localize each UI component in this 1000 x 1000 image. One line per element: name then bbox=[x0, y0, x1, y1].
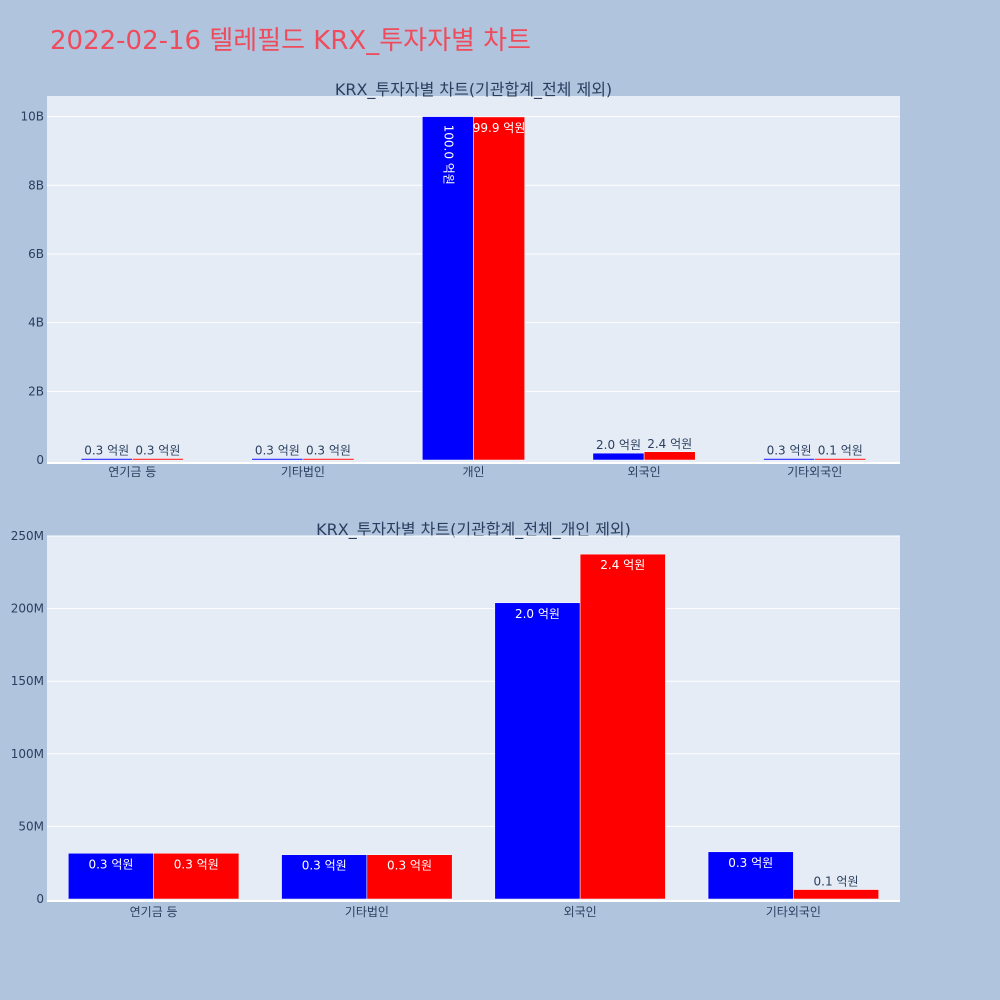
data-label: 0.3 억원 bbox=[255, 444, 300, 458]
data-label: 0.3 억원 bbox=[387, 859, 432, 873]
bar bbox=[707, 851, 794, 900]
bar bbox=[763, 458, 815, 461]
bar bbox=[80, 458, 133, 461]
bar bbox=[132, 458, 184, 461]
y-tick-label: 50M bbox=[18, 819, 44, 833]
y-tick-label: 250M bbox=[11, 529, 44, 543]
bar bbox=[494, 602, 581, 900]
data-label: 2.0 억원 bbox=[596, 438, 641, 452]
plot-area bbox=[47, 536, 900, 902]
data-label: 0.1 억원 bbox=[814, 875, 859, 889]
y-tick-label: 10B bbox=[20, 110, 44, 124]
data-label: 0.3 억원 bbox=[135, 444, 180, 458]
chart-title: KRX_투자자별 차트(기관합계_전체_개인 제외) bbox=[316, 520, 631, 540]
y-tick-label: 8B bbox=[28, 178, 44, 192]
data-label: 0.3 억원 bbox=[306, 444, 351, 458]
bar bbox=[422, 116, 474, 461]
x-tick-label: 기타법인 bbox=[345, 905, 389, 919]
data-label: 2.4 억원 bbox=[647, 437, 692, 451]
bar bbox=[302, 458, 355, 461]
y-tick-label: 100M bbox=[11, 747, 44, 761]
y-tick-label: 6B bbox=[28, 247, 44, 261]
data-label: 2.4 억원 bbox=[600, 558, 645, 572]
data-label: 0.3 억원 bbox=[728, 856, 773, 870]
x-tick-label: 외국인 bbox=[564, 905, 597, 919]
data-label: 99.9 억원 bbox=[473, 121, 526, 135]
x-tick-label: 개인 bbox=[462, 465, 484, 479]
bar bbox=[153, 853, 240, 900]
data-label: 0.3 억원 bbox=[767, 444, 812, 458]
bar bbox=[68, 853, 154, 900]
bar bbox=[643, 451, 696, 461]
x-tick-label: 기타외국인 bbox=[787, 465, 842, 479]
y-tick-label: 0 bbox=[36, 892, 44, 906]
chart-investor-ex-individual: KRX_투자자별 차트(기관합계_전체_개인 제외) 0 50M 100M 150M 20… bbox=[11, 520, 900, 919]
bar bbox=[251, 458, 304, 461]
x-tick-label: 연기금 등 bbox=[108, 465, 156, 479]
x-tick-label: 외국인 bbox=[628, 465, 661, 479]
page-title: 2022-02-16 텔레필드 KRX_투자자별 차트 bbox=[50, 26, 532, 56]
data-label: 0.3 억원 bbox=[302, 859, 347, 873]
bar bbox=[592, 452, 645, 461]
y-tick-label: 4B bbox=[28, 316, 44, 330]
bar bbox=[281, 854, 368, 900]
y-tick-label: 150M bbox=[11, 674, 44, 688]
bar bbox=[814, 458, 867, 461]
x-tick-label: 연기금 등 bbox=[130, 905, 178, 919]
bar bbox=[579, 553, 666, 900]
x-tick-label: 기타법인 bbox=[281, 465, 325, 479]
data-label: 0.1 억원 bbox=[818, 444, 863, 458]
bar bbox=[366, 854, 453, 900]
y-tick-label: 200M bbox=[11, 602, 44, 616]
y-tick-label: 2B bbox=[28, 384, 44, 398]
data-label: 2.0 억원 bbox=[515, 607, 560, 621]
bar bbox=[473, 116, 525, 461]
chart-title: KRX_투자자별 차트(기관합계_전체 제외) bbox=[335, 80, 612, 100]
chart-investor-all: KRX_투자자별 차트(기관합계_전체 제외) 0 2B 4B 6B 8B 10B 연기금 등… bbox=[20, 80, 900, 479]
data-label: 0.3 억원 bbox=[88, 857, 133, 871]
x-tick-label: 기타외국인 bbox=[766, 905, 821, 919]
data-label: 0.3 억원 bbox=[84, 444, 129, 458]
bar bbox=[793, 889, 879, 900]
y-tick-label: 0 bbox=[36, 453, 44, 467]
data-label: 100.0 억원 bbox=[441, 125, 455, 185]
data-label: 0.3 억원 bbox=[174, 857, 219, 871]
